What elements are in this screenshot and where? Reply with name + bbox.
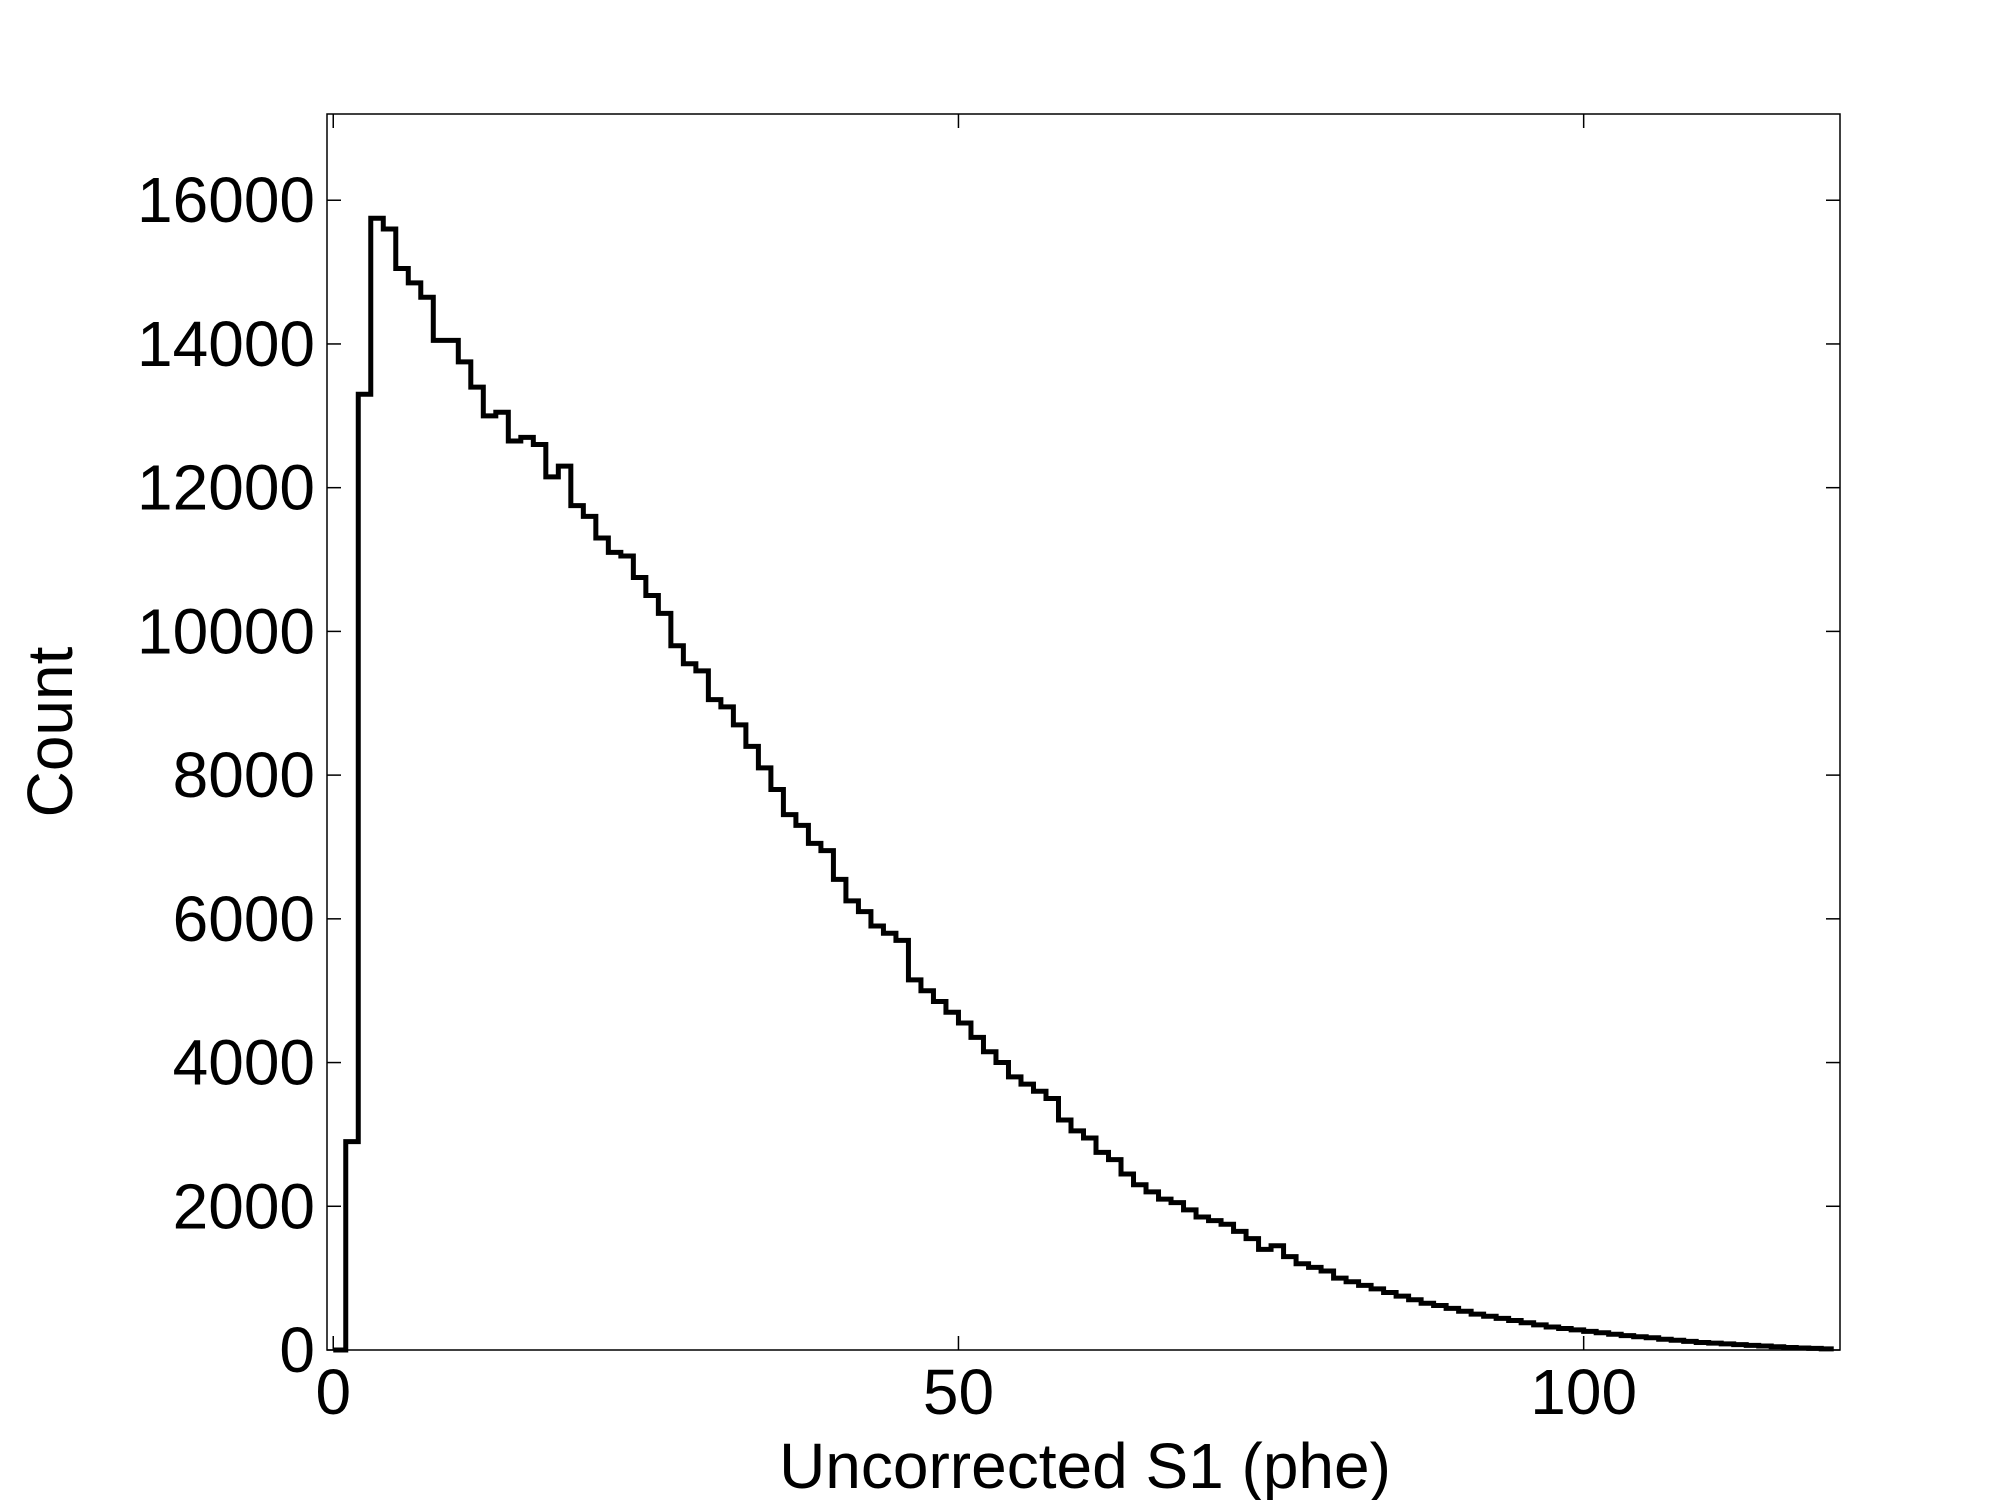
x-axis-title: Uncorrected S1 (phe) (779, 1430, 1391, 1500)
x-axis-ticks: 0 50 100 (315, 114, 1637, 1428)
histogram-series-line (333, 215, 1834, 1353)
y-tick-label: 10000 (137, 595, 315, 667)
y-tick-label: 6000 (173, 883, 315, 955)
x-tick-label: 100 (1530, 1356, 1637, 1428)
x-tick-label: 0 (315, 1356, 351, 1428)
y-tick-label: 12000 (137, 452, 315, 524)
histogram-series (333, 215, 1834, 1353)
x-tick-label: 50 (923, 1356, 994, 1428)
y-tick-label: 8000 (173, 739, 315, 811)
y-tick-label: 0 (279, 1314, 315, 1386)
y-tick-label: 16000 (137, 164, 315, 236)
y-tick-label: 2000 (173, 1170, 315, 1242)
y-tick-label: 4000 (173, 1027, 315, 1099)
plot-frame (326, 113, 1841, 1351)
y-axis-ticks: 0 2000 4000 6000 8000 10000 12000 14000 16000 (137, 164, 1840, 1386)
y-tick-label: 14000 (137, 308, 315, 380)
y-axis-title: Count (14, 646, 86, 817)
